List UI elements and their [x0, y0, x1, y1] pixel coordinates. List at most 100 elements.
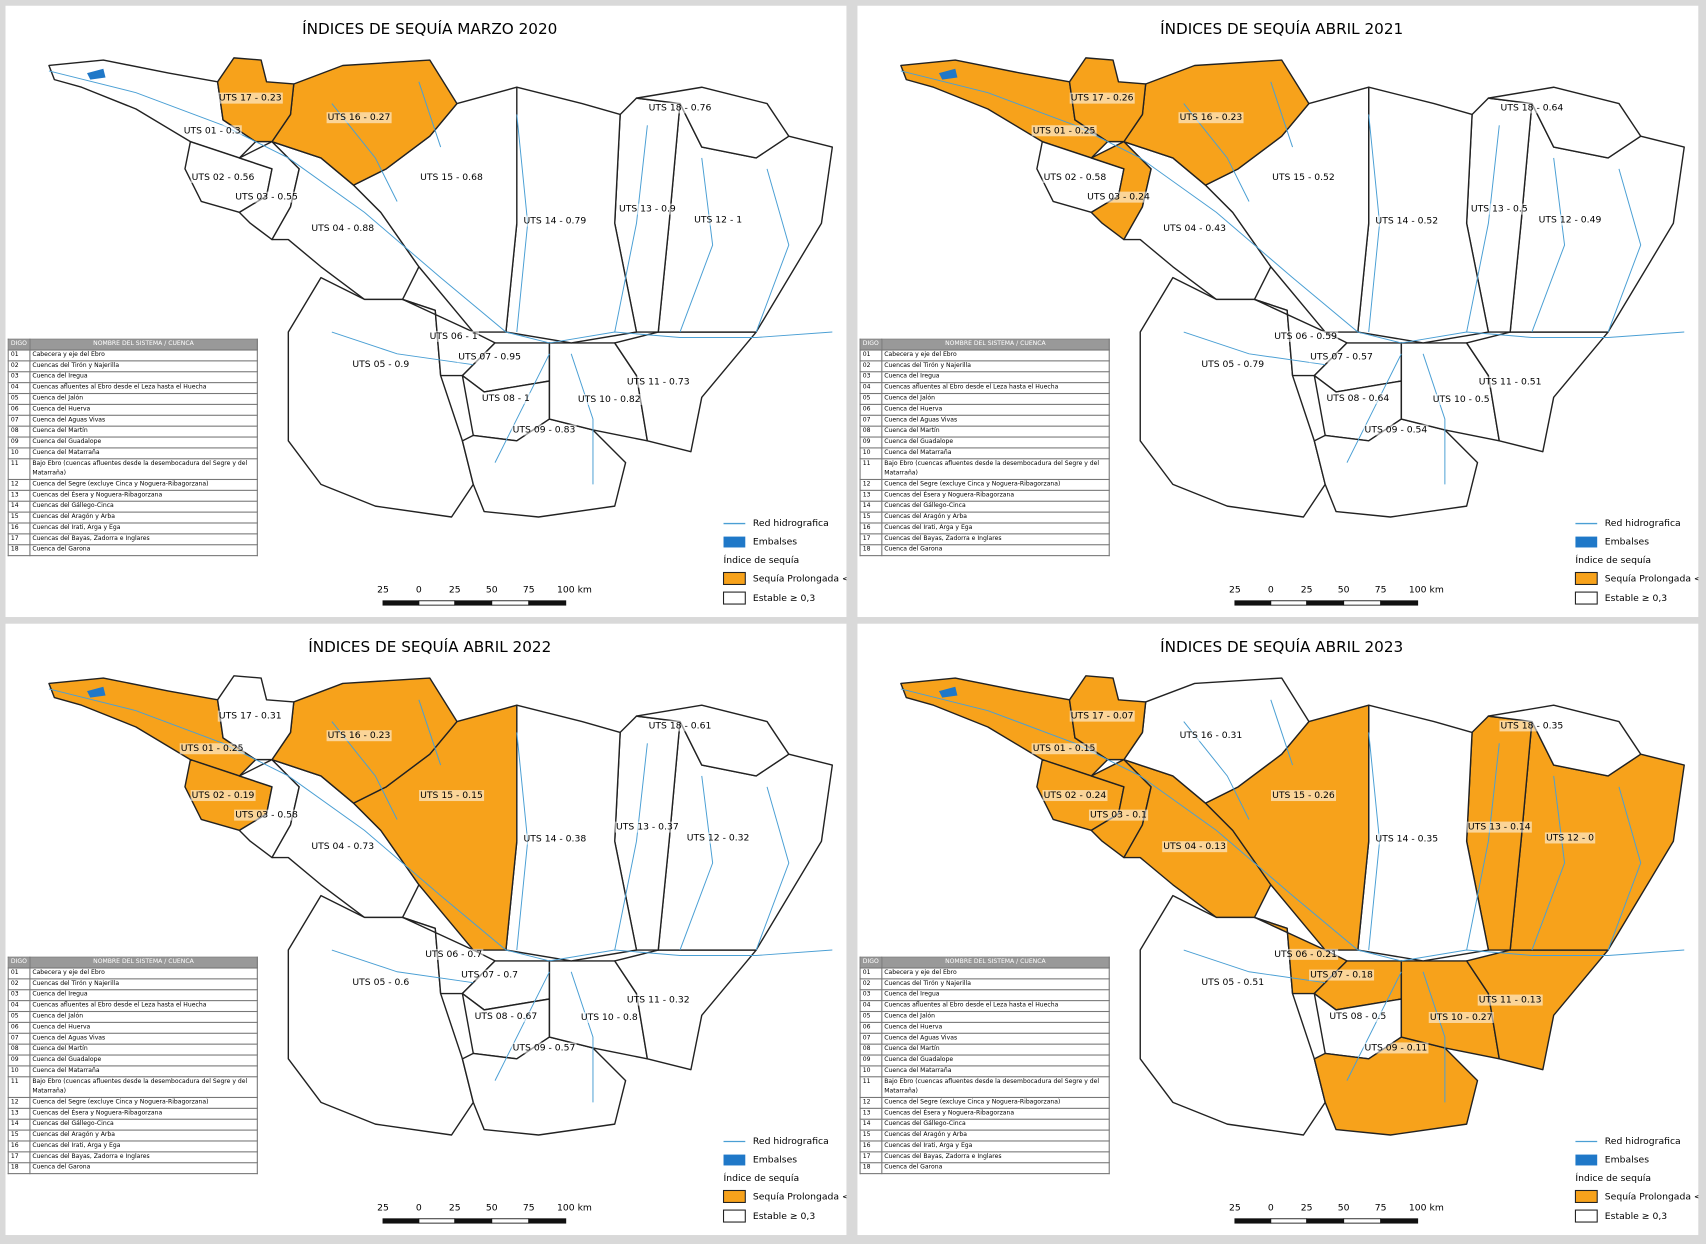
river [1270, 699, 1294, 766]
table-cell: 14 [859, 1118, 883, 1131]
table-cell: Cabecera y eje del Ebro [880, 349, 1110, 362]
table-cell: Cuenca del Jalón [880, 1010, 1110, 1023]
scale-label: 100 km [1409, 1202, 1444, 1213]
label-bg [1031, 125, 1097, 137]
table-cell: Cuencas del Gállego-Cinca [880, 1118, 1110, 1131]
scale-label: 100 km [557, 584, 592, 595]
label-bg [428, 330, 479, 342]
table-cell: 14 [859, 500, 883, 513]
legend-label: Red hidrografica [1605, 518, 1681, 529]
basin-label: UTS 03 - 0.24 [1087, 192, 1150, 203]
river [679, 157, 714, 333]
table-cell: 16 [7, 1140, 31, 1153]
table-cell: Cuenca del Guadalope [880, 436, 1110, 449]
map-title: ÍNDICES DE SEQUÍA MARZO 2020 [302, 19, 557, 38]
scale-segment [491, 1218, 530, 1224]
label-bg [522, 215, 588, 227]
basin-label: UTS 03 - 0.1 [1090, 810, 1147, 821]
basin-label: UTS 10 - 0.82 [578, 394, 641, 405]
label-bg [419, 790, 485, 802]
table-header: DIGO [7, 956, 31, 969]
table-cell: Cuenca del Iregua [880, 371, 1110, 384]
legend-label: Sequía Prolongada < 0,3 [1605, 1192, 1706, 1203]
table-cell: 14 [7, 500, 31, 513]
table-cell: 07 [7, 1032, 31, 1045]
table-cell: Cuenca del Huerva [29, 1021, 258, 1034]
label-bg [1088, 809, 1149, 821]
table-cell: 17 [859, 1151, 883, 1164]
scale-segment [528, 600, 567, 606]
table-cell: 03 [859, 989, 883, 1002]
legend-title: Índice de sequía [724, 554, 800, 566]
label-bg [351, 977, 411, 989]
river [755, 786, 790, 951]
label-bg [480, 392, 532, 404]
label-bg [1477, 994, 1543, 1006]
label-bg [1466, 821, 1532, 833]
basin-label: UTS 02 - 0.19 [192, 790, 255, 801]
table-cell: Cuencas del Gállego-Cinca [880, 500, 1110, 513]
table-cell: Cuenca del Garona [29, 1162, 258, 1175]
table-cell: 18 [7, 1162, 31, 1175]
table-cell: Cuencas del Tirón y Najerilla [29, 978, 258, 991]
basin-label: UTS 07 - 0.7 [461, 970, 518, 981]
basin-label: UTS 17 - 0.23 [219, 93, 282, 104]
label-bg [1544, 832, 1596, 844]
map-title: ÍNDICES DE SEQUÍA ABRIL 2022 [308, 637, 551, 656]
river [614, 743, 648, 951]
label-bg [351, 359, 411, 371]
scale-segment [1234, 1218, 1272, 1224]
label-bg [326, 112, 392, 124]
table-cell: 13 [7, 1107, 31, 1120]
scale-segment [418, 600, 456, 606]
basin-label: UTS 11 - 0.73 [627, 377, 690, 388]
basin-label: UTS 12 - 0.49 [1539, 214, 1602, 225]
basin-label: UTS 16 - 0.23 [328, 730, 391, 741]
table-cell: Cuenca del Iregua [29, 371, 258, 384]
table-cell: 10 [7, 1065, 31, 1078]
scale-label: 0 [416, 1202, 422, 1213]
table-cell: 16 [859, 1140, 883, 1153]
table-cell: 11 [7, 458, 31, 481]
basin-label: UTS 18 - 0.64 [1501, 102, 1564, 113]
table-cell: 16 [859, 522, 883, 535]
map-panel: ÍNDICES DE SEQUÍA MARZO 2020 UTS 01 - 0.3… [5, 5, 846, 618]
label-bg [1499, 720, 1565, 732]
table-cell: 09 [859, 436, 883, 449]
basin-label: UTS 01 - 0.3 [184, 125, 241, 136]
river [1466, 125, 1500, 333]
legend-label: Sequía Prolongada < 0,3 [753, 1192, 868, 1203]
basin-label: UTS 09 - 0.54 [1365, 424, 1428, 435]
basin-label: UTS 04 - 0.88 [311, 223, 374, 234]
scale-segment [528, 1218, 567, 1224]
basin-label: UTS 11 - 0.13 [1479, 995, 1542, 1006]
table-cell: Cabecera y eje del Ebro [29, 349, 258, 362]
label-bg [1031, 743, 1097, 755]
label-bg [685, 832, 751, 844]
basin-label: UTS 10 - 0.5 [1433, 394, 1490, 405]
river [48, 688, 833, 962]
table-cell: 04 [859, 1000, 883, 1013]
table-cell: 13 [859, 1107, 883, 1120]
label-bg [522, 833, 588, 845]
reservoir [938, 68, 958, 80]
label-bg [1162, 841, 1228, 853]
table-cell: Cuencas afluentes al Ebro desde el Leza … [29, 382, 258, 395]
basin-label: UTS 09 - 0.11 [1365, 1042, 1428, 1053]
scale-label: 50 [1338, 1202, 1350, 1213]
legend-reservoir-symbol [1575, 1154, 1598, 1166]
table-cell: 15 [7, 511, 31, 524]
scale-segment [491, 600, 530, 606]
label-bg [1428, 1011, 1494, 1023]
table-cell: Cuencas afluentes al Ebro desde el Leza … [880, 1000, 1110, 1013]
legend-label: Red hidrografica [753, 518, 829, 529]
label-bg [460, 969, 520, 981]
table-cell: 09 [7, 436, 31, 449]
table-cell: 13 [859, 489, 883, 502]
scale-label: 75 [523, 1202, 535, 1213]
legend-title: Índice de sequía [1575, 1172, 1651, 1184]
label-bg [326, 730, 392, 742]
river [331, 949, 474, 984]
